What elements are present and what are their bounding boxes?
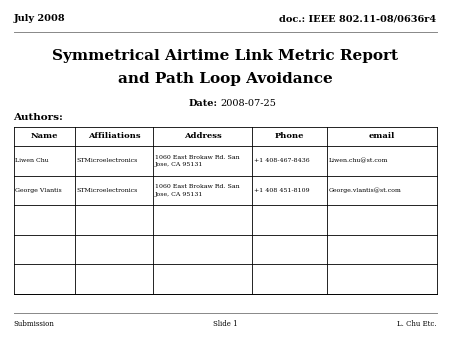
Text: Date:: Date: xyxy=(189,99,218,107)
Text: George Vlantis: George Vlantis xyxy=(15,188,62,193)
Text: Liwen Chu: Liwen Chu xyxy=(15,158,49,163)
Bar xyxy=(14,127,436,294)
Text: George.vlantis@st.com: George.vlantis@st.com xyxy=(328,188,401,193)
Text: STMicroelectronics: STMicroelectronics xyxy=(76,188,138,193)
Text: +1 408-467-8436: +1 408-467-8436 xyxy=(254,158,310,163)
Text: Affiliations: Affiliations xyxy=(88,132,140,140)
Text: Phone: Phone xyxy=(275,132,304,140)
Text: +1 408 451-8109: +1 408 451-8109 xyxy=(254,188,310,193)
Text: 1060 East Brokaw Rd. San: 1060 East Brokaw Rd. San xyxy=(155,154,239,160)
Text: Symmetrical Airtime Link Metric Report: Symmetrical Airtime Link Metric Report xyxy=(52,49,398,63)
Text: Liwen.chu@st.com: Liwen.chu@st.com xyxy=(328,158,388,164)
Text: Name: Name xyxy=(31,132,58,140)
Text: STMicroelectronics: STMicroelectronics xyxy=(76,158,138,163)
Text: Jose, CA 95131: Jose, CA 95131 xyxy=(155,192,203,197)
Text: Submission: Submission xyxy=(14,320,54,328)
Text: July 2008: July 2008 xyxy=(14,14,65,23)
Text: Address: Address xyxy=(184,132,222,140)
Text: Authors:: Authors: xyxy=(14,113,63,122)
Text: L. Chu Etc.: L. Chu Etc. xyxy=(397,320,436,328)
Text: email: email xyxy=(368,132,395,140)
Text: 1060 East Brokaw Rd. San: 1060 East Brokaw Rd. San xyxy=(155,184,239,189)
Text: and Path Loop Avoidance: and Path Loop Avoidance xyxy=(117,72,333,87)
Text: doc.: IEEE 802.11-08/0636r4: doc.: IEEE 802.11-08/0636r4 xyxy=(279,14,436,23)
Text: 2008-07-25: 2008-07-25 xyxy=(220,99,276,107)
Text: Slide 1: Slide 1 xyxy=(213,320,237,328)
Text: Jose, CA 95131: Jose, CA 95131 xyxy=(155,162,203,167)
